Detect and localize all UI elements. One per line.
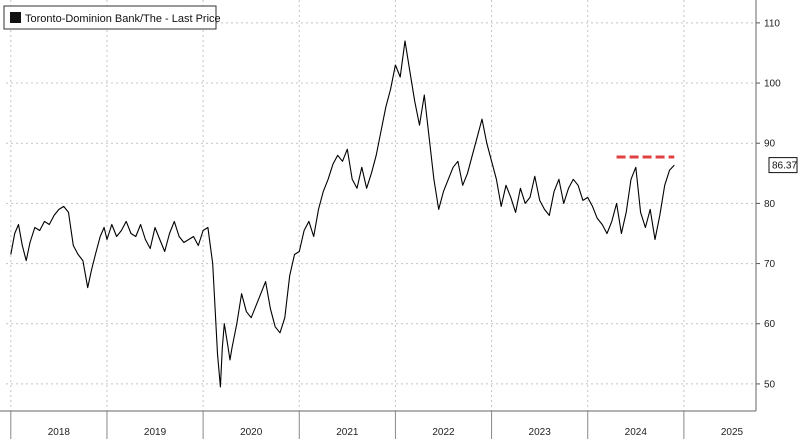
x-axis: 2018 2019 2020 2021 2022 2023 2024 2025 [0, 410, 756, 439]
last-value-box [768, 157, 798, 174]
grid [6, 0, 756, 411]
y-tick-label: 80 [764, 199, 776, 210]
x-tick-label: 2022 [432, 427, 455, 438]
legend-label: Toronto-Dominion Bank/The - Last Price [25, 13, 221, 25]
x-tick-label: 2018 [48, 427, 71, 438]
legend: Toronto-Dominion Bank/The - Last Price [3, 5, 221, 30]
y-axis: 50 60 70 80 90 100 110 [755, 0, 781, 411]
last-value-text: 86.37 [772, 161, 797, 172]
x-tick-label: 2020 [240, 427, 263, 438]
series-line [10, 40, 675, 388]
y-tick-label: 100 [764, 79, 781, 90]
x-tick-label: 2024 [625, 427, 648, 438]
x-tick-label: 2025 [721, 427, 744, 438]
legend-box [3, 5, 217, 30]
y-tick-label: 90 [764, 139, 776, 150]
x-tick-label: 2023 [529, 427, 552, 438]
legend-swatch [10, 12, 21, 23]
x-tick-label: 2021 [336, 427, 359, 438]
y-tick-label: 70 [764, 259, 776, 270]
y-tick-label: 60 [764, 319, 776, 330]
y-tick-label: 50 [764, 379, 776, 390]
last-value-label: 86.37 [768, 157, 798, 174]
y-tick-label: 110 [764, 18, 780, 29]
series-layer [10, 40, 675, 388]
x-tick-label: 2019 [144, 427, 167, 438]
